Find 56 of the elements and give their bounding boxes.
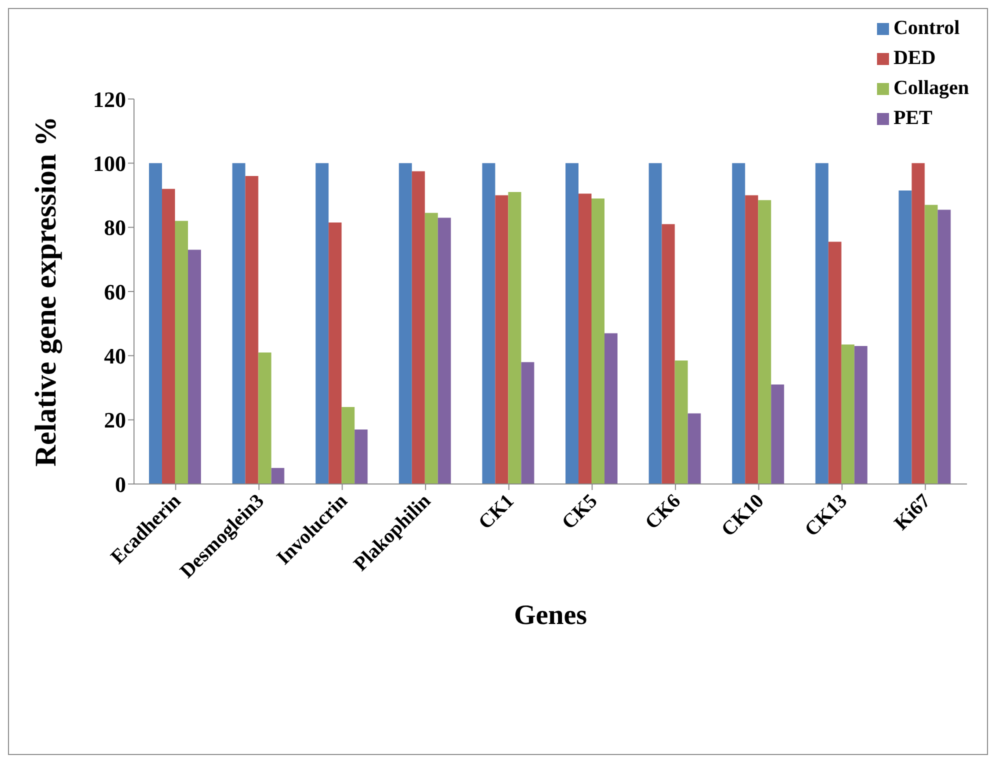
bar — [745, 195, 758, 484]
bar — [174, 220, 188, 484]
bar — [732, 163, 746, 484]
bar — [148, 163, 162, 484]
bar — [258, 352, 272, 484]
bar — [854, 346, 868, 484]
bar — [912, 163, 925, 484]
bar — [521, 362, 534, 484]
bar — [398, 163, 412, 484]
bar — [316, 163, 329, 484]
bar — [162, 188, 175, 484]
bar — [245, 176, 258, 484]
y-tick-label: 100 — [93, 150, 126, 176]
bar — [495, 195, 508, 484]
bar — [354, 429, 368, 484]
y-tick-label: 120 — [93, 86, 126, 112]
bar — [938, 210, 951, 484]
y-tick-label: 80 — [104, 215, 126, 240]
bar — [771, 384, 784, 484]
bar — [841, 344, 854, 484]
bar — [328, 222, 342, 484]
bar — [591, 198, 604, 484]
bar — [188, 250, 201, 484]
bar — [438, 218, 451, 484]
y-axis-title: Relative gene expression % — [30, 116, 63, 467]
y-tick-label: 60 — [104, 279, 126, 304]
bar — [508, 192, 522, 484]
bar — [232, 163, 246, 484]
bar — [898, 190, 912, 484]
bar — [924, 204, 938, 484]
legend-label: PET — [893, 107, 932, 129]
bar — [648, 163, 662, 484]
legend-label: Collagen — [893, 77, 969, 99]
y-tick-label: 20 — [104, 408, 126, 433]
x-tick-label: CK1 — [474, 490, 518, 534]
bar — [271, 468, 284, 484]
x-tick-label: CK6 — [641, 490, 685, 534]
legend-label: Control — [893, 17, 960, 39]
bar — [828, 242, 842, 484]
bar — [758, 200, 772, 484]
bar — [604, 333, 618, 484]
bar — [578, 194, 592, 484]
bar — [815, 163, 828, 484]
bar — [342, 407, 355, 484]
bar — [662, 224, 675, 484]
legend-label: DED — [893, 47, 936, 69]
bar — [424, 212, 438, 484]
bar — [482, 163, 496, 484]
bar — [674, 360, 688, 484]
bar — [565, 163, 578, 484]
bar — [688, 413, 701, 484]
x-tick-label: CK5 — [558, 490, 602, 534]
x-axis-title: Genes — [514, 600, 588, 631]
y-tick-label: 40 — [104, 343, 126, 368]
y-tick-label: 0 — [115, 472, 126, 497]
bar — [412, 171, 425, 484]
